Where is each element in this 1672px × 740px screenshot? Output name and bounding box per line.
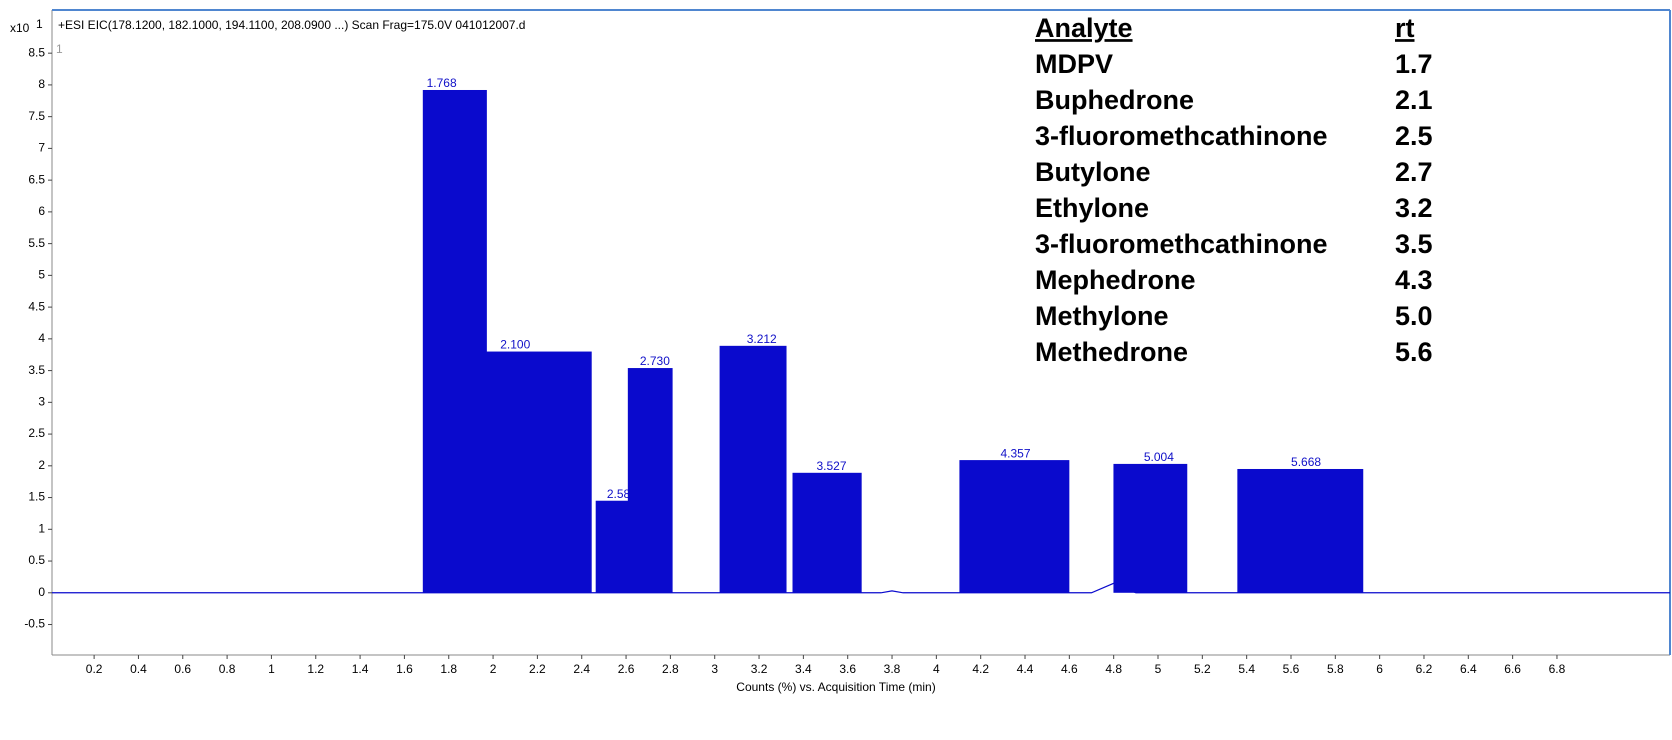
table-analyte: Ethylone — [1035, 193, 1149, 223]
x-tick-label: 2.2 — [529, 662, 546, 676]
y-tick-label: 4.5 — [28, 299, 45, 313]
x-tick-label: 3.4 — [795, 662, 812, 676]
table-rt: 5.6 — [1395, 337, 1433, 367]
y-tick-label: 7.5 — [28, 109, 45, 123]
peak-label: 5.668 — [1291, 455, 1321, 469]
peak-label: 3.527 — [817, 459, 847, 473]
y-tick-label: 5 — [38, 268, 45, 282]
table-analyte: Methylone — [1035, 301, 1169, 331]
peak-label: 1.768 — [427, 76, 457, 90]
y-tick-label: 1 — [38, 521, 45, 535]
table-analyte: Mephedrone — [1035, 265, 1196, 295]
x-tick-label: 4.2 — [972, 662, 989, 676]
x-tick-label: 4 — [933, 662, 940, 676]
x-tick-label: 1.2 — [307, 662, 324, 676]
peak-label: 3.212 — [747, 332, 777, 346]
x-tick-label: 0.6 — [174, 662, 191, 676]
x-tick-label: 3 — [711, 662, 718, 676]
panel-label: 1 — [56, 42, 63, 56]
table-header: rt — [1395, 13, 1415, 43]
x-tick-label: 6 — [1376, 662, 1383, 676]
peak — [627, 368, 673, 593]
multiplier-exponent: 1 — [36, 17, 43, 31]
x-tick-label: 1.6 — [396, 662, 413, 676]
x-tick-label: 2.4 — [573, 662, 590, 676]
y-tick-label: 5.5 — [28, 236, 45, 250]
y-tick-label: 3 — [38, 395, 45, 409]
x-tick-label: 4.8 — [1105, 662, 1122, 676]
x-tick-label: 6.2 — [1416, 662, 1433, 676]
table-rt: 3.2 — [1395, 193, 1433, 223]
table-analyte: Buphedrone — [1035, 85, 1194, 115]
y-tick-label: 2 — [38, 458, 45, 472]
x-tick-label: 5.6 — [1283, 662, 1300, 676]
y-tick-label: -0.5 — [24, 617, 45, 631]
x-tick-label: 2.6 — [618, 662, 635, 676]
x-tick-label: 0.4 — [130, 662, 147, 676]
y-tick-label: 2.5 — [28, 426, 45, 440]
chart-title: +ESI EIC(178.1200, 182.1000, 194.1100, 2… — [58, 18, 525, 32]
x-tick-label: 1.4 — [352, 662, 369, 676]
x-tick-label: 0.8 — [219, 662, 236, 676]
x-tick-label: 6.8 — [1549, 662, 1566, 676]
x-tick-label: 4.4 — [1017, 662, 1034, 676]
peak-label: 4.357 — [1000, 446, 1030, 460]
x-tick-label: 6.6 — [1504, 662, 1521, 676]
y-tick-label: 4 — [38, 331, 45, 345]
x-tick-label: 3.6 — [839, 662, 856, 676]
table-analyte: Methedrone — [1035, 337, 1188, 367]
peak — [1113, 463, 1188, 593]
table-analyte: MDPV — [1035, 49, 1113, 79]
peak — [1237, 468, 1364, 593]
peak-label: 2.100 — [500, 338, 530, 352]
peak-label: 5.004 — [1144, 450, 1174, 464]
x-tick-label: 3.8 — [884, 662, 901, 676]
table-rt: 4.3 — [1395, 265, 1433, 295]
x-tick-label: 0.2 — [86, 662, 103, 676]
y-tick-label: 6 — [38, 204, 45, 218]
x-axis-label: Counts (%) vs. Acquisition Time (min) — [736, 680, 935, 694]
x-tick-label: 2.8 — [662, 662, 679, 676]
y-tick-label: 0 — [38, 585, 45, 599]
y-tick-label: 8 — [38, 77, 45, 91]
x-tick-label: 2 — [490, 662, 497, 676]
x-tick-label: 5.2 — [1194, 662, 1211, 676]
table-header: Analyte — [1035, 13, 1133, 43]
x-tick-label: 5.8 — [1327, 662, 1344, 676]
x-tick-label: 3.2 — [751, 662, 768, 676]
peak — [422, 89, 487, 593]
peak — [485, 351, 592, 593]
x-tick-label: 5 — [1155, 662, 1162, 676]
table-rt: 5.0 — [1395, 301, 1433, 331]
y-tick-label: 7 — [38, 141, 45, 155]
y-tick-label: 8.5 — [28, 45, 45, 59]
x-tick-label: 5.4 — [1238, 662, 1255, 676]
table-analyte: Butylone — [1035, 157, 1151, 187]
table-rt: 2.1 — [1395, 85, 1433, 115]
x-tick-label: 1.8 — [440, 662, 457, 676]
y-tick-label: 3.5 — [28, 363, 45, 377]
peak — [959, 460, 1070, 593]
multiplier: x10 — [10, 21, 30, 35]
table-analyte: 3-fluoromethcathinone — [1035, 229, 1328, 259]
x-tick-label: 4.6 — [1061, 662, 1078, 676]
table-rt: 2.5 — [1395, 121, 1433, 151]
table-analyte: 3-fluoromethcathinone — [1035, 121, 1328, 151]
y-tick-label: 0.5 — [28, 553, 45, 567]
y-tick-label: 1.5 — [28, 490, 45, 504]
peak — [595, 500, 630, 593]
peak — [719, 345, 787, 593]
x-tick-label: 6.4 — [1460, 662, 1477, 676]
peak — [792, 472, 862, 593]
table-rt: 3.5 — [1395, 229, 1433, 259]
y-tick-label: 6.5 — [28, 172, 45, 186]
table-rt: 1.7 — [1395, 49, 1433, 79]
peak-label: 2.730 — [640, 354, 670, 368]
x-tick-label: 1 — [268, 662, 275, 676]
table-rt: 2.7 — [1395, 157, 1433, 187]
